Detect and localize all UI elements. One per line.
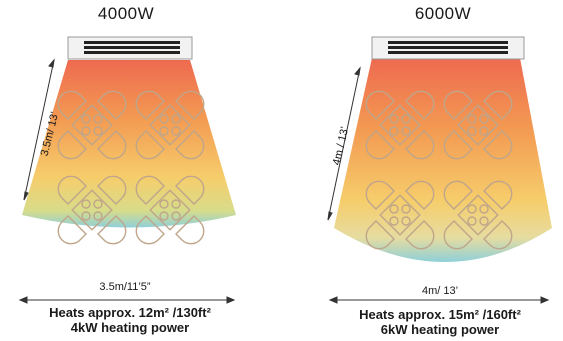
power-label: 4kW heating power <box>70 320 190 335</box>
width-label: 3.5m/11’5” <box>99 281 151 293</box>
dimension-arrow-icon <box>23 58 55 201</box>
panel-title: 4000W <box>97 4 155 23</box>
dimension-arrow-icon <box>327 66 361 221</box>
heat-zone <box>334 58 552 262</box>
dimension-arrow-icon <box>328 296 550 304</box>
panel-title: 6000W <box>414 4 472 23</box>
dimension-arrow-icon <box>18 296 236 304</box>
coverage-label: Heats approx. 15m² /160ft² <box>359 307 521 322</box>
width-label: 4m/ 13’ <box>421 285 459 297</box>
power-label: 6kW heating power <box>380 322 500 337</box>
heater-unit-icon <box>371 36 525 60</box>
heater-unit-icon <box>67 36 193 60</box>
heat-zone <box>22 60 236 228</box>
coverage-label: Heats approx. 12m² /130ft² <box>49 305 211 320</box>
